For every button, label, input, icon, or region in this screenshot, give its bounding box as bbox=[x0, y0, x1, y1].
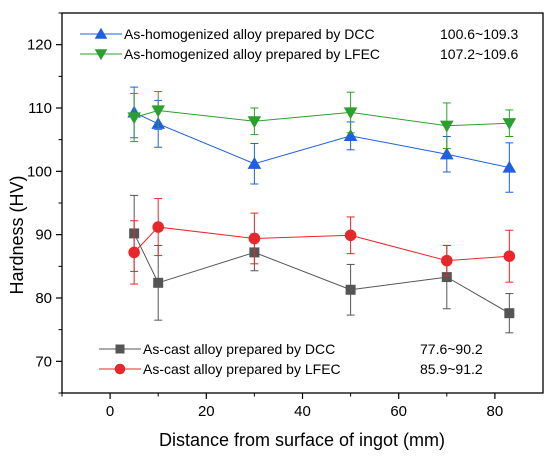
data-point bbox=[343, 107, 358, 120]
legend-label: As-cast alloy prepared by LFEC bbox=[143, 361, 341, 377]
legend-range: 100.6~109.3 bbox=[440, 26, 518, 42]
legend-marker bbox=[94, 27, 108, 39]
data-point bbox=[247, 116, 262, 129]
legend-marker bbox=[114, 363, 126, 375]
data-point bbox=[247, 156, 262, 169]
x-tick-label: 0 bbox=[106, 403, 114, 420]
x-tick-label: 80 bbox=[487, 403, 504, 420]
plot-area: 0 20 40 60 80 70 80 90 100 110 120 As-homogenized a… bbox=[27, 12, 544, 420]
y-tick-label: 110 bbox=[28, 100, 52, 117]
data-point bbox=[128, 246, 140, 259]
series-line bbox=[133, 226, 510, 262]
data-point bbox=[441, 254, 453, 267]
legend-range: 77.6~90.2 bbox=[420, 341, 483, 357]
data-point bbox=[127, 112, 141, 125]
series-line bbox=[133, 111, 510, 169]
legend: As-cast alloy prepared by DCC 77.6~90.2 As… bbox=[99, 341, 483, 377]
series-0 bbox=[127, 86, 517, 193]
data-point bbox=[153, 277, 164, 288]
data-point bbox=[345, 284, 356, 295]
data-point bbox=[503, 250, 516, 262]
data-point bbox=[344, 229, 357, 242]
data-point bbox=[343, 129, 358, 141]
y-axis-title: Hardness (HV) bbox=[7, 175, 27, 294]
legend-label: As-homogenized alloy prepared by LFEC bbox=[124, 46, 380, 62]
legend-marker bbox=[115, 344, 125, 354]
legend-range: 107.2~109.6 bbox=[440, 46, 518, 62]
legend-range: 85.9~91.2 bbox=[420, 361, 483, 377]
data-point bbox=[504, 308, 515, 319]
series-2 bbox=[129, 194, 515, 334]
legend-label: As-homogenized alloy prepared by DCC bbox=[124, 26, 375, 42]
data-point bbox=[441, 272, 452, 283]
x-tick-label: 20 bbox=[198, 403, 215, 420]
data-point bbox=[502, 118, 517, 130]
x-axis-title: Distance from surface of ingot (mm) bbox=[159, 430, 445, 450]
data-point bbox=[152, 221, 164, 233]
data-point bbox=[502, 160, 517, 173]
data-point bbox=[440, 147, 454, 160]
legend-marker bbox=[94, 49, 108, 61]
data-point bbox=[440, 120, 454, 133]
x-tick-label: 40 bbox=[294, 403, 311, 420]
y-tick-label: 70 bbox=[35, 353, 52, 370]
series-line bbox=[133, 233, 510, 314]
x-tick-label: 60 bbox=[390, 403, 407, 420]
series-1 bbox=[127, 91, 517, 150]
legend: As-homogenized alloy prepared by DCC 100.… bbox=[80, 26, 518, 62]
y-tick-label: 120 bbox=[27, 37, 52, 54]
y-tick-label: 80 bbox=[35, 290, 52, 307]
data-point bbox=[151, 105, 165, 118]
y-tick-label: 90 bbox=[35, 227, 52, 244]
legend-label: As-cast alloy prepared by DCC bbox=[143, 341, 335, 357]
y-tick-label: 100 bbox=[27, 163, 52, 180]
data-point bbox=[248, 232, 261, 245]
series-3 bbox=[128, 198, 516, 285]
series-line bbox=[134, 110, 510, 127]
